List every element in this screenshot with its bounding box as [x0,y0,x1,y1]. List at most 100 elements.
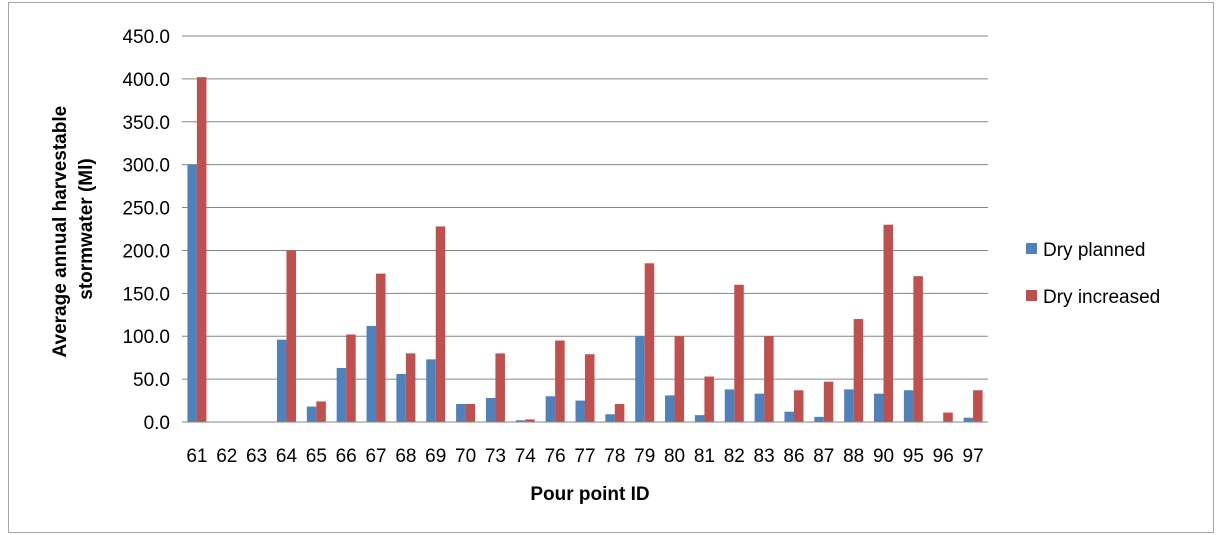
bar-dry-planned-79 [635,336,645,422]
x-axis-ticks: 61 62 63 64 65 66 67 68 69 70 73 74 76 77 78 79 80 81 82 83… [186,446,983,467]
legend-label-dry-planned: Dry planned [1043,240,1145,261]
gridlines [182,35,988,380]
x-tick-label: 64 [276,446,298,467]
x-tick-label: 80 [664,446,685,467]
bar-dry-increased-83 [764,336,774,422]
x-tick-label: 82 [724,446,745,467]
x-tick-label: 70 [455,446,476,467]
bar-dry-increased-97 [973,390,983,422]
bar-dry-increased-96 [943,412,953,422]
x-tick-label: 79 [634,446,655,467]
bars [187,77,983,422]
bar-dry-planned-61 [187,164,197,422]
bar-dry-planned-64 [276,339,287,422]
y-axis-title: Average annual harvestable stormwater (M… [50,101,97,358]
bar-dry-increased-66 [346,334,356,422]
bar-dry-planned-68 [396,373,406,422]
bar-dry-planned-77 [575,400,585,422]
x-tick-label: 83 [754,446,775,467]
x-tick-label: 73 [485,446,506,467]
bar-dry-planned-73 [485,397,496,422]
y-axis-title-line-2: stormwater (Ml) [76,158,97,299]
y-tick-label: 50.0 [133,370,170,391]
bar-dry-planned-87 [814,416,824,422]
x-tick-label: 76 [545,446,566,467]
bar-dry-planned-88 [844,389,854,422]
bar-dry-planned-80 [665,395,675,422]
y-tick-label: 400.0 [122,70,170,91]
legend-label-dry-increased: Dry increased [1043,287,1160,308]
x-tick-label: 66 [336,446,357,467]
bar-dry-increased-74 [525,419,535,422]
bar-dry-increased-73 [495,353,505,422]
bar-dry-increased-69 [435,226,446,422]
bar-dry-increased-65 [316,401,326,422]
bar-dry-planned-81 [694,415,705,422]
bar-dry-planned-90 [874,393,884,422]
x-tick-label: 61 [186,446,207,467]
x-tick-label: 87 [813,446,834,467]
bar-dry-increased-87 [823,381,834,422]
x-tick-label: 67 [365,446,386,467]
x-tick-label: 81 [694,446,715,467]
bar-dry-increased-80 [674,336,685,422]
y-tick-label: 100.0 [122,327,170,348]
x-tick-label: 97 [963,446,984,467]
bar-dry-increased-67 [376,273,386,422]
x-tick-label: 77 [574,446,595,467]
bar-dry-planned-95 [903,390,914,422]
bar-dry-increased-76 [555,340,565,422]
bar-dry-increased-86 [793,390,804,422]
bar-dry-planned-82 [724,389,735,422]
bar-dry-increased-68 [405,353,416,422]
y-tick-label: 350.0 [122,113,170,134]
y-tick-label: 300.0 [122,156,170,177]
x-tick-label: 95 [903,446,924,467]
bar-dry-increased-82 [734,284,744,422]
legend: Dry planned Dry increased [1026,240,1160,308]
x-tick-label: 86 [783,446,804,467]
bar-dry-increased-95 [913,276,923,422]
bar-dry-increased-88 [853,319,864,422]
y-tick-label: 0.0 [144,413,170,434]
bar-dry-planned-66 [336,367,347,422]
bar-dry-increased-61 [196,77,207,422]
bar-dry-increased-79 [644,263,655,422]
bar-dry-planned-97 [963,417,974,422]
bar-dry-increased-90 [883,224,894,422]
chart-frame [8,2,1214,533]
y-tick-label: 150.0 [122,284,170,305]
bar-dry-planned-86 [784,411,794,422]
x-tick-label: 69 [425,446,446,467]
legend-swatch-dry-increased [1026,290,1037,301]
y-axis-ticks: 0.0 50.0 100.0 150.0 200.0 250.0 300.0 350.0 400… [122,27,170,434]
bar-dry-planned-83 [754,393,765,422]
x-tick-label: 78 [604,446,625,467]
y-tick-label: 450.0 [122,27,170,48]
bar-dry-planned-65 [306,406,317,422]
y-tick-label: 200.0 [122,241,170,262]
bar-dry-planned-78 [605,414,615,422]
bar-dry-increased-70 [465,403,476,422]
x-tick-label: 88 [843,446,864,467]
x-tick-label: 68 [395,446,416,467]
x-tick-label: 96 [933,446,954,467]
bar-dry-increased-81 [704,376,714,422]
x-tick-label: 90 [873,446,894,467]
bar-dry-planned-69 [426,359,436,422]
bar-dry-planned-76 [545,396,556,422]
x-tick-label: 62 [216,446,237,467]
bar-dry-planned-70 [456,403,466,422]
legend-swatch-dry-planned [1026,243,1037,254]
bar-dry-planned-67 [366,325,377,422]
x-tick-label: 74 [515,446,537,467]
bar-dry-increased-78 [614,403,625,422]
bar-dry-planned-74 [515,420,526,422]
y-tick-label: 250.0 [122,199,170,220]
bar-dry-increased-77 [585,354,595,422]
x-axis-title: Pour point ID [530,484,649,505]
bar-dry-increased-64 [286,250,296,422]
y-axis-title-line-1: Average annual harvestable [50,106,71,358]
x-tick-label: 63 [246,446,267,467]
